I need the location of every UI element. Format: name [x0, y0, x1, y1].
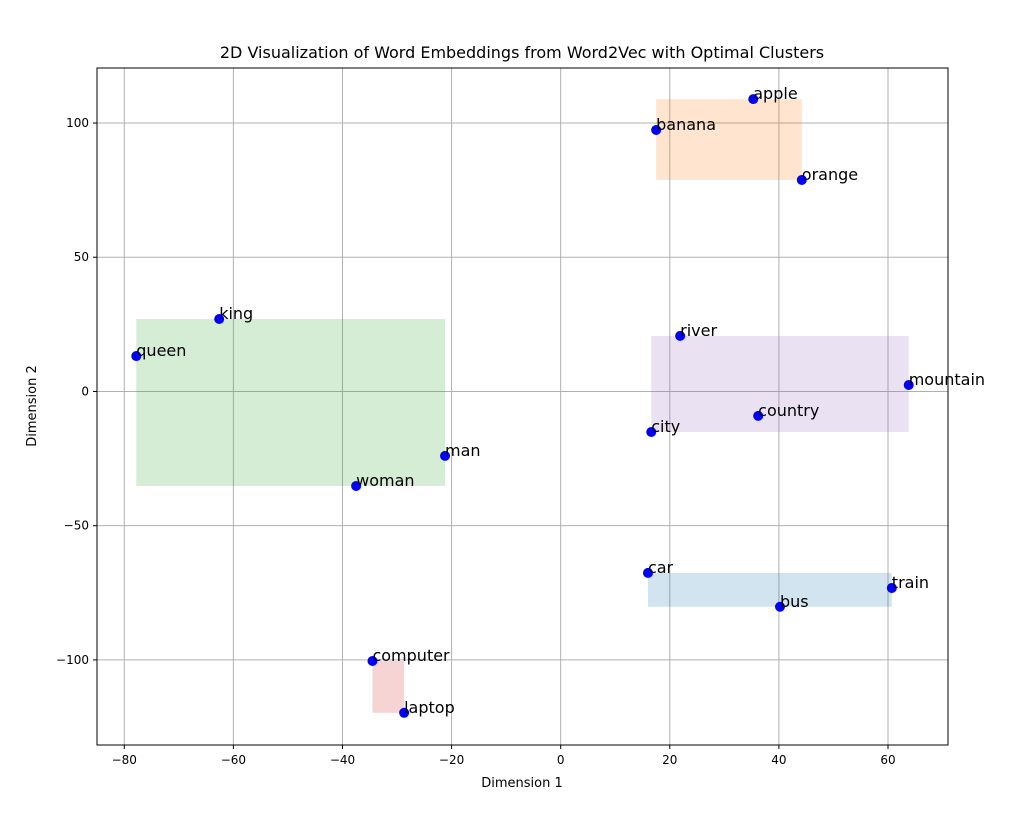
data-point — [774, 601, 785, 612]
x-tick-label: −40 — [330, 753, 355, 767]
y-tick-label: −100 — [56, 653, 89, 667]
x-tick-label: 0 — [557, 753, 565, 767]
x-tick-label: −80 — [112, 753, 137, 767]
point-label: orange — [802, 165, 858, 184]
point-label: mountain — [909, 370, 985, 389]
data-point — [646, 427, 657, 438]
data-point — [131, 351, 142, 362]
data-point — [214, 313, 225, 324]
x-tick-label: −60 — [221, 753, 246, 767]
data-point — [903, 380, 914, 391]
point-label: woman — [356, 471, 414, 490]
x-tick-label: 40 — [771, 753, 786, 767]
point-label: car — [648, 558, 674, 577]
data-point — [642, 567, 653, 578]
point-label: city — [651, 417, 680, 436]
point-label: laptop — [404, 698, 455, 717]
data-point — [675, 330, 686, 341]
point-label: queen — [136, 341, 186, 360]
plot-frame — [96, 67, 949, 746]
data-point — [367, 655, 378, 666]
y-tick-label: −50 — [64, 519, 89, 533]
point-label: bus — [780, 592, 809, 611]
point-label: apple — [753, 84, 797, 103]
point-label: country — [758, 401, 819, 420]
point-label: computer — [372, 646, 450, 665]
y-tick-label: 0 — [81, 384, 89, 398]
data-point — [651, 125, 662, 136]
data-point — [796, 174, 807, 185]
data-point — [399, 707, 410, 718]
cluster-region — [136, 318, 446, 486]
x-tick-label: 60 — [880, 753, 895, 767]
point-label: train — [892, 573, 929, 592]
cluster-region — [647, 572, 892, 607]
point-label: man — [445, 441, 481, 460]
x-tick-label: −20 — [439, 753, 464, 767]
data-point — [440, 450, 451, 461]
data-point — [886, 582, 897, 593]
point-label: king — [219, 304, 253, 323]
point-label: river — [680, 321, 717, 340]
data-point — [753, 410, 764, 421]
cluster-region — [372, 660, 405, 713]
point-label: banana — [656, 115, 716, 134]
x-axis-label: Dimension 1 — [481, 776, 563, 791]
y-axis-label: Dimension 2 — [25, 365, 40, 447]
y-tick-label: 50 — [74, 250, 89, 264]
y-tick-label: 100 — [66, 116, 89, 130]
x-tick-label: 20 — [662, 753, 677, 767]
cluster-region — [656, 99, 802, 180]
data-point — [748, 94, 759, 105]
chart-title: 2D Visualization of Word Embeddings from… — [220, 43, 824, 62]
data-point — [351, 480, 362, 491]
cluster-region — [651, 335, 909, 433]
